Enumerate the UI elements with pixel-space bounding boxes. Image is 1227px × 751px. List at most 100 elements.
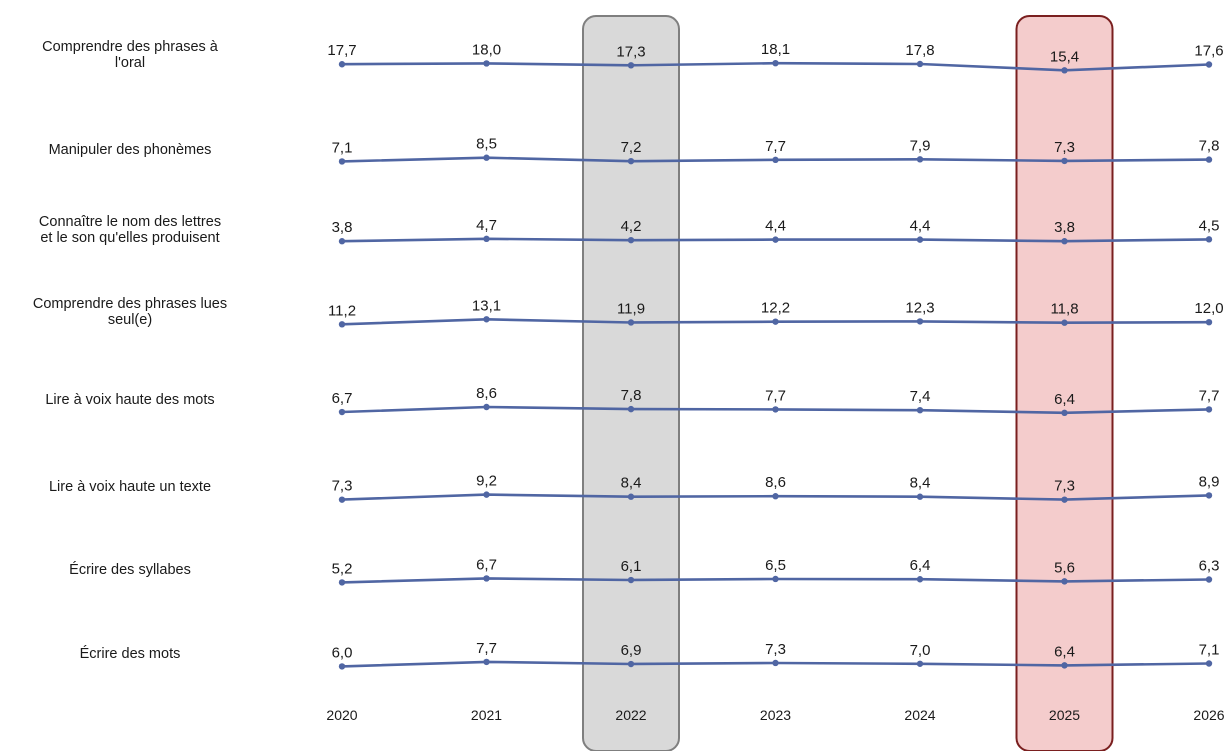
value-label-4-2023: 12,2	[761, 300, 790, 317]
data-point-8-2026	[1205, 660, 1213, 667]
value-label-5-2022: 7,8	[621, 387, 642, 404]
value-label-5-2026: 7,7	[1199, 387, 1220, 404]
data-point-4-2023	[772, 318, 779, 325]
row-label-4-line-1: Comprendre des phrases lues	[33, 296, 227, 312]
data-point-3-2026	[1205, 236, 1213, 243]
value-label-8-2022: 6,9	[621, 642, 642, 659]
value-label-7-2022: 6,1	[621, 558, 642, 575]
row-5: Lire à voix haute des mots 6,7 8,6 7,8 7,7 7,…	[45, 385, 1220, 417]
value-label-2-2024: 7,9	[910, 137, 931, 154]
value-label-2-2025: 7,3	[1054, 139, 1075, 156]
row-2: Manipuler des phonèmes 7,1 8,5 7,2 7,7 7,9 7,3…	[49, 136, 1220, 165]
value-label-7-2023: 6,5	[765, 557, 786, 574]
value-label-6-2024: 8,4	[910, 475, 931, 492]
value-label-7-2021: 6,7	[476, 556, 497, 573]
value-label-7-2026: 6,3	[1199, 558, 1220, 575]
x-tick-label-2026: 2026	[1193, 707, 1224, 723]
value-label-3-2024: 4,4	[910, 218, 931, 235]
data-point-6-2026	[1205, 492, 1213, 499]
value-label-5-2021: 8,6	[476, 385, 497, 402]
data-point-2-2024	[916, 156, 924, 163]
data-point-5-2024	[916, 406, 924, 414]
data-point-6-2024	[916, 493, 924, 500]
data-point-2-2022	[627, 157, 635, 165]
value-label-5-2024: 7,4	[910, 388, 931, 405]
value-label-2-2026: 7,8	[1199, 138, 1220, 155]
data-point-4-2026	[1205, 318, 1213, 326]
data-point-6-2025	[1061, 496, 1068, 503]
row-label-1-line-2: l'oral	[115, 55, 145, 71]
data-point-7-2021	[483, 575, 490, 582]
data-point-8-2022	[627, 660, 635, 668]
row-7: Écrire des syllabes 5,2 6,7 6,1 6,5 6,4 5,6 6,3	[69, 556, 1220, 586]
value-label-1-2025: 15,4	[1050, 48, 1079, 65]
data-point-6-2022	[627, 493, 635, 500]
value-label-3-2023: 4,4	[765, 218, 786, 235]
value-label-1-2020: 17,7	[327, 42, 356, 59]
row-1: Comprendre des phrases àl'oral 17,7 18,0 17…	[42, 39, 1224, 74]
row-label-5-line-1: Lire à voix haute des mots	[45, 392, 214, 408]
value-label-3-2021: 4,7	[476, 217, 497, 234]
value-label-8-2026: 7,1	[1199, 642, 1220, 659]
value-label-8-2021: 7,7	[476, 640, 497, 657]
value-label-4-2022: 11,9	[617, 300, 645, 317]
data-point-5-2026	[1205, 406, 1213, 413]
data-point-8-2021	[483, 658, 490, 666]
value-label-3-2025: 3,8	[1054, 219, 1075, 236]
value-label-6-2022: 8,4	[621, 475, 642, 492]
value-label-7-2020: 5,2	[332, 560, 353, 577]
row-label-6-line-1: Lire à voix haute un texte	[49, 479, 211, 495]
data-point-5-2023	[772, 406, 779, 413]
data-point-7-2026	[1205, 576, 1213, 583]
data-point-8-2023	[772, 659, 779, 667]
value-label-1-2023: 18,1	[761, 41, 790, 58]
value-label-3-2020: 3,8	[332, 219, 353, 236]
value-label-6-2021: 9,2	[476, 473, 497, 490]
value-label-8-2025: 6,4	[1054, 643, 1075, 660]
row-label-3-line-2: et le son qu'elles produisent	[40, 230, 219, 246]
data-point-3-2021	[483, 235, 490, 243]
data-point-3-2020	[338, 238, 346, 245]
data-point-5-2020	[338, 408, 346, 416]
value-label-4-2025: 11,8	[1050, 301, 1078, 318]
value-label-2-2020: 7,1	[332, 139, 353, 156]
value-label-6-2025: 7,3	[1054, 478, 1075, 495]
highlight-column-2025	[1015, 15, 1114, 751]
highlight-column-2022	[582, 15, 680, 751]
value-label-4-2026: 12,0	[1194, 300, 1223, 317]
data-point-2-2026	[1205, 156, 1213, 163]
data-point-1-2024	[916, 60, 924, 68]
data-point-2-2023	[772, 156, 779, 164]
data-point-2-2020	[338, 158, 346, 165]
value-label-4-2021: 13,1	[472, 297, 501, 314]
data-point-3-2025	[1061, 238, 1068, 245]
row-label-7-line-1: Écrire des syllabes	[69, 561, 191, 578]
data-point-1-2020	[338, 61, 346, 68]
data-point-2-2021	[483, 154, 490, 161]
data-point-6-2023	[772, 493, 779, 500]
x-tick-label-2023: 2023	[760, 707, 791, 723]
data-point-2-2025	[1061, 157, 1068, 165]
row-label-8-line-1: Écrire des mots	[80, 645, 181, 662]
value-label-1-2021: 18,0	[472, 41, 501, 58]
value-label-5-2020: 6,7	[332, 390, 353, 407]
value-label-3-2026: 4,5	[1199, 217, 1220, 234]
data-point-4-2025	[1061, 319, 1068, 326]
value-label-1-2024: 17,8	[905, 42, 934, 59]
value-label-5-2023: 7,7	[765, 387, 786, 404]
value-label-6-2023: 8,6	[765, 474, 786, 491]
row-label-3-line-1: Connaître le nom des lettres	[39, 214, 221, 230]
value-label-2-2023: 7,7	[765, 138, 786, 155]
data-point-1-2026	[1205, 61, 1213, 68]
value-label-5-2025: 6,4	[1054, 391, 1075, 408]
data-point-4-2021	[483, 316, 490, 323]
value-label-7-2024: 6,4	[910, 557, 931, 574]
data-point-6-2020	[338, 496, 346, 503]
data-point-7-2023	[772, 575, 779, 583]
data-point-4-2024	[916, 318, 924, 325]
data-point-8-2020	[338, 663, 346, 670]
data-point-7-2020	[338, 579, 346, 586]
